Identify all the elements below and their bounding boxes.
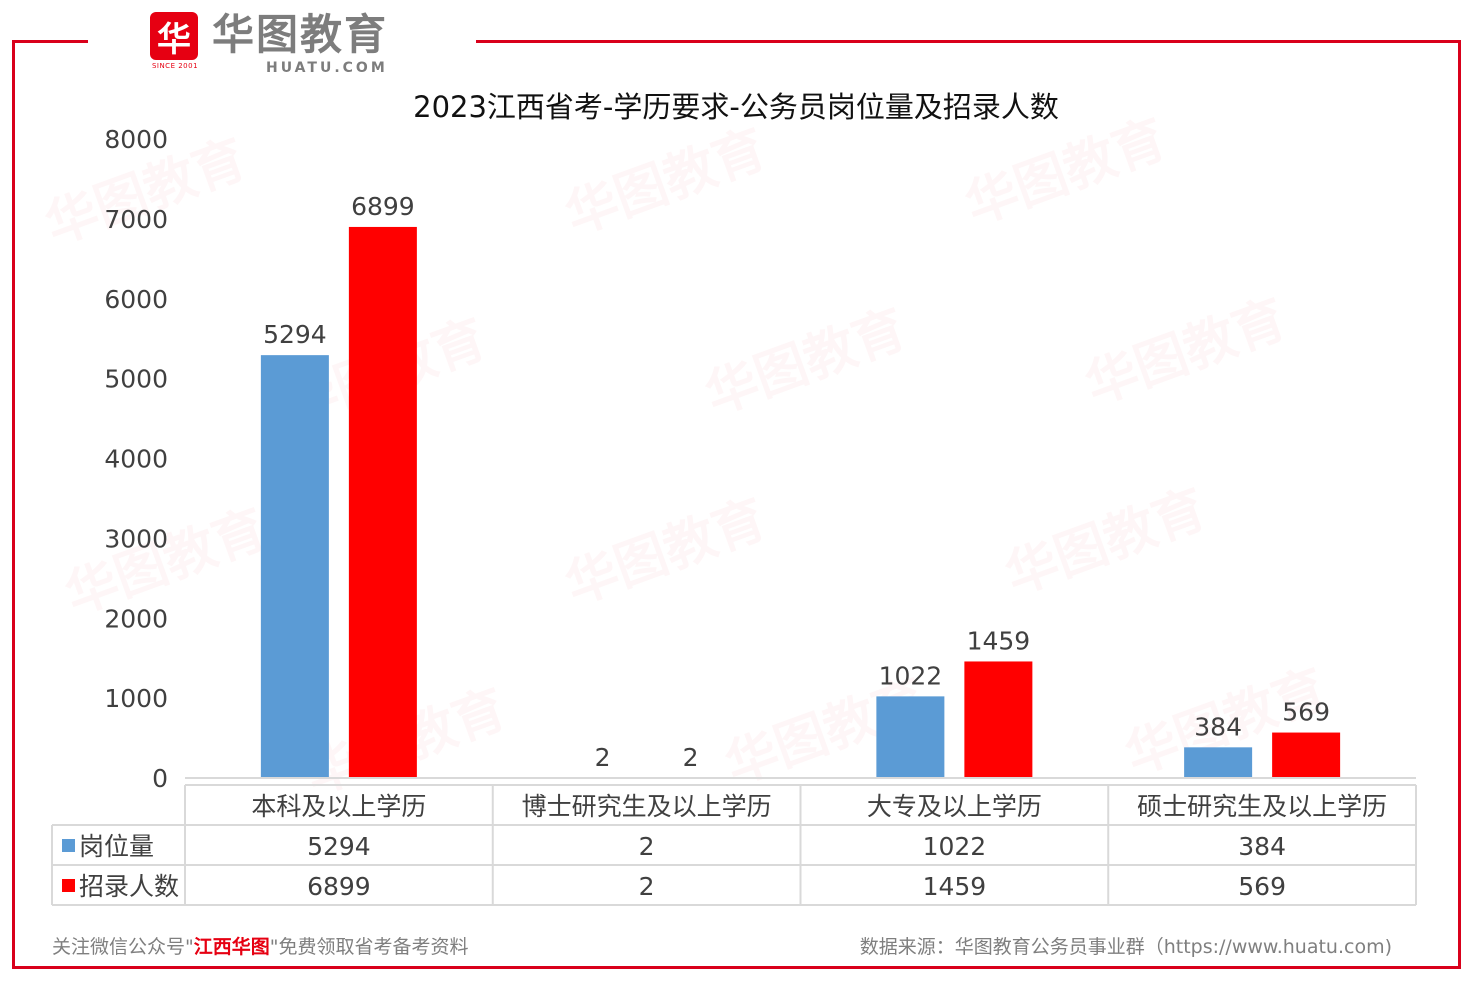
frame-right-border xyxy=(1458,40,1461,969)
data-label: 1022 xyxy=(879,661,943,690)
logo-mark-icon: 华 xyxy=(150,12,198,60)
footer-wechat-suffix: "免费领取省考备考资料 xyxy=(269,936,469,958)
logo-since: SINCE 2001 xyxy=(151,62,199,70)
data-label: 2 xyxy=(595,743,611,772)
table-cell-value: 384 xyxy=(1238,832,1286,861)
legend-series-name: 岗位量 xyxy=(79,832,154,861)
bar-recruits xyxy=(964,661,1033,778)
legend-swatch xyxy=(62,879,75,892)
data-label: 1459 xyxy=(967,626,1031,655)
table-cell-value: 2 xyxy=(639,872,655,901)
bar-positions xyxy=(260,355,329,778)
bar-recruits xyxy=(1272,732,1341,778)
y-tick-label: 8000 xyxy=(104,125,168,154)
data-label: 384 xyxy=(1194,712,1242,741)
data-label: 2 xyxy=(683,743,699,772)
table-cell-value: 1459 xyxy=(923,872,987,901)
legend-series-name: 招录人数 xyxy=(79,872,179,901)
data-label: 569 xyxy=(1282,698,1330,727)
data-label: 6899 xyxy=(351,192,415,221)
y-tick-label: 3000 xyxy=(104,524,168,553)
footer-wechat-prefix: 关注微信公众号" xyxy=(52,936,194,958)
frame-top-border-right xyxy=(476,40,1461,43)
y-tick-label: 2000 xyxy=(104,604,168,633)
huatu-logo: 华 SINCE 2001 华图教育 HUATU.COM xyxy=(148,10,418,76)
logo-name-en: HUATU.COM xyxy=(266,60,388,76)
y-tick-label: 0 xyxy=(152,764,168,793)
y-tick-label: 5000 xyxy=(104,365,168,394)
chart-title: 2023江西省考-学历要求-公务员岗位量及招录人数 xyxy=(413,90,1059,124)
x-category-label: 大专及以上学历 xyxy=(867,792,1042,821)
table-cell-value: 5294 xyxy=(307,832,371,861)
y-tick-label: 7000 xyxy=(104,205,168,234)
data-label: 5294 xyxy=(263,320,327,349)
footer-wechat-account: 江西华图 xyxy=(193,936,270,958)
bar-recruits xyxy=(348,226,417,778)
y-tick-label: 1000 xyxy=(104,684,168,713)
x-category-label: 本科及以上学历 xyxy=(251,792,426,821)
table-cell-value: 6899 xyxy=(307,872,371,901)
y-tick-label: 4000 xyxy=(104,445,168,474)
x-category-label: 硕士研究生及以上学历 xyxy=(1137,792,1387,821)
frame-top-border-left xyxy=(12,40,88,43)
legend-swatch xyxy=(62,839,75,852)
bar-positions xyxy=(876,696,945,778)
bar-positions xyxy=(1184,747,1253,778)
footer-data-source: 数据来源：华图教育公务员事业群（https://www.huatu.com) xyxy=(859,936,1392,958)
logo-name-cn: 华图教育 xyxy=(212,10,389,59)
x-category-label: 博士研究生及以上学历 xyxy=(522,792,772,821)
frame-left-border xyxy=(12,40,15,969)
y-tick-label: 6000 xyxy=(104,285,168,314)
table-cell-value: 1022 xyxy=(923,832,987,861)
table-cell-value: 569 xyxy=(1238,872,1286,901)
frame-bottom-border xyxy=(12,966,1461,969)
footer-wechat-note: 关注微信公众号"江西华图"免费领取省考备考资料 xyxy=(52,932,469,959)
table-cell-value: 2 xyxy=(639,832,655,861)
